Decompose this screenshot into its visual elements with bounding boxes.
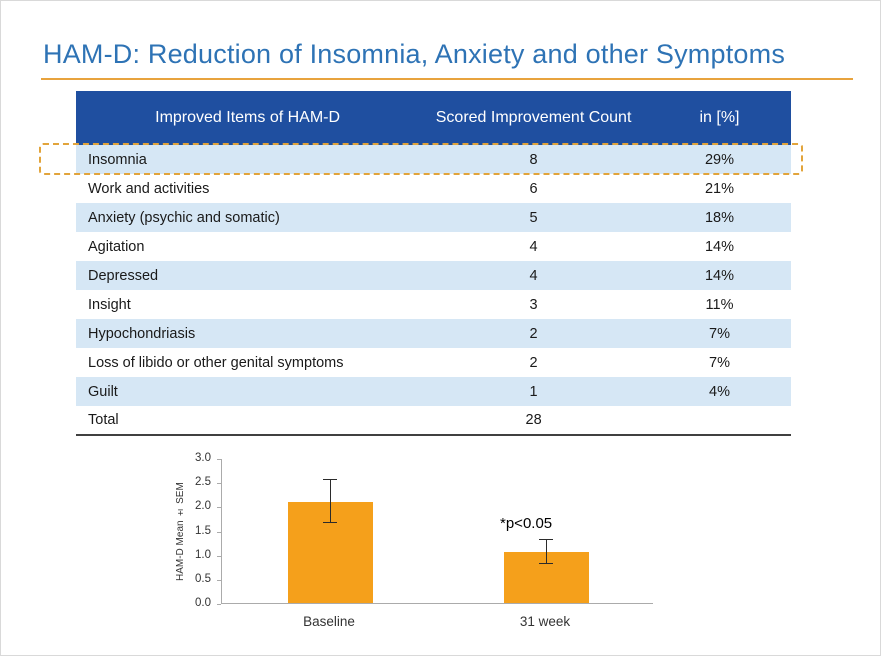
y-tick-mark — [217, 555, 221, 557]
item-cell: Agitation — [76, 232, 420, 261]
chart-plot-area: *p<0.05 — [221, 459, 653, 604]
item-cell: Insight — [76, 290, 420, 319]
table-header-item: Improved Items of HAM-D — [76, 91, 420, 145]
table-row: Guilt 1 4% — [76, 377, 791, 406]
hamd-table-wrapper: Improved Items of HAM-D Scored Improveme… — [39, 91, 803, 436]
hamd-table: Improved Items of HAM-D Scored Improveme… — [76, 91, 791, 436]
table-header-percent: in [%] — [647, 91, 791, 145]
error-bar-cap — [323, 478, 337, 480]
item-cell: Anxiety (psychic and somatic) — [76, 203, 420, 232]
y-tick-label: 0.0 — [195, 597, 211, 609]
y-tick-mark — [217, 507, 221, 509]
percent-cell: 7% — [647, 348, 791, 377]
bar-chart: HAM-D Mean ± SEM *p<0.05 0.0 0.5 1.0 1.5 2.0… — [161, 449, 671, 649]
count-cell: 2 — [419, 348, 648, 377]
table-row: Agitation 4 14% — [76, 232, 791, 261]
table-row: Anxiety (psychic and somatic) 5 18% — [76, 203, 791, 232]
y-tick-label: 2.0 — [195, 500, 211, 513]
percent-cell: 21% — [647, 174, 791, 203]
item-cell: Depressed — [76, 261, 420, 290]
y-tick-label: 2.5 — [195, 476, 211, 489]
page-title: HAM-D: Reduction of Insomnia, Anxiety an… — [43, 39, 786, 69]
error-bar-cap — [539, 563, 553, 565]
y-tick-mark — [217, 483, 221, 485]
count-cell: 8 — [419, 145, 648, 174]
percent-cell: 18% — [647, 203, 791, 232]
table-row: Total 28 — [76, 406, 791, 436]
title-underline — [41, 78, 853, 80]
x-tick-label-31-week: 31 week — [519, 614, 571, 629]
item-cell: Insomnia — [76, 145, 420, 174]
x-tick-label-baseline: Baseline — [303, 614, 355, 629]
y-tick-label: 3.0 — [195, 452, 211, 464]
error-bar-cap — [539, 539, 553, 541]
count-cell: 6 — [419, 174, 648, 203]
table-row: Work and activities 6 21% — [76, 174, 791, 203]
item-cell: Guilt — [76, 377, 420, 406]
count-cell: 3 — [419, 290, 648, 319]
table-body: Insomnia 8 29% Work and activities 6 21% Anxie… — [76, 145, 791, 436]
count-cell: 28 — [419, 406, 648, 436]
count-cell: 2 — [419, 319, 648, 348]
error-bar — [545, 540, 547, 565]
count-cell: 5 — [419, 203, 648, 232]
item-cell: Total — [76, 406, 420, 436]
y-tick-label: 1.5 — [195, 524, 211, 537]
percent-cell: 11% — [647, 290, 791, 319]
table-row: Insomnia 8 29% — [76, 145, 791, 174]
count-cell: 4 — [419, 232, 648, 261]
table-row: Depressed 4 14% — [76, 261, 791, 290]
table-header-row: Improved Items of HAM-D Scored Improveme… — [76, 91, 791, 145]
table-row: Hypochondriasis 2 7% — [76, 319, 791, 348]
table-row: Loss of libido or other genital symptoms… — [76, 348, 791, 377]
table-row: Insight 3 11% — [76, 290, 791, 319]
count-cell: 4 — [419, 261, 648, 290]
percent-cell — [647, 406, 791, 436]
table-header-count: Scored Improvement Count — [419, 91, 648, 145]
percent-cell: 7% — [647, 319, 791, 348]
item-cell: Loss of libido or other genital symptoms — [76, 348, 420, 377]
item-cell: Hypochondriasis — [76, 319, 420, 348]
percent-cell: 29% — [647, 145, 791, 174]
error-bar — [329, 479, 331, 524]
error-bar-cap — [323, 522, 337, 524]
item-cell: Work and activities — [76, 174, 420, 203]
percent-cell: 14% — [647, 232, 791, 261]
y-tick-label: 1.0 — [195, 548, 211, 561]
y-tick-mark — [217, 459, 221, 460]
y-tick-mark — [217, 579, 221, 581]
percent-cell: 4% — [647, 377, 791, 406]
count-cell: 1 — [419, 377, 648, 406]
percent-cell: 14% — [647, 261, 791, 290]
significance-annotation: *p<0.05 — [500, 515, 553, 533]
y-tick-mark — [217, 531, 221, 533]
y-tick-mark — [217, 604, 221, 605]
y-tick-label: 0.5 — [195, 572, 211, 585]
